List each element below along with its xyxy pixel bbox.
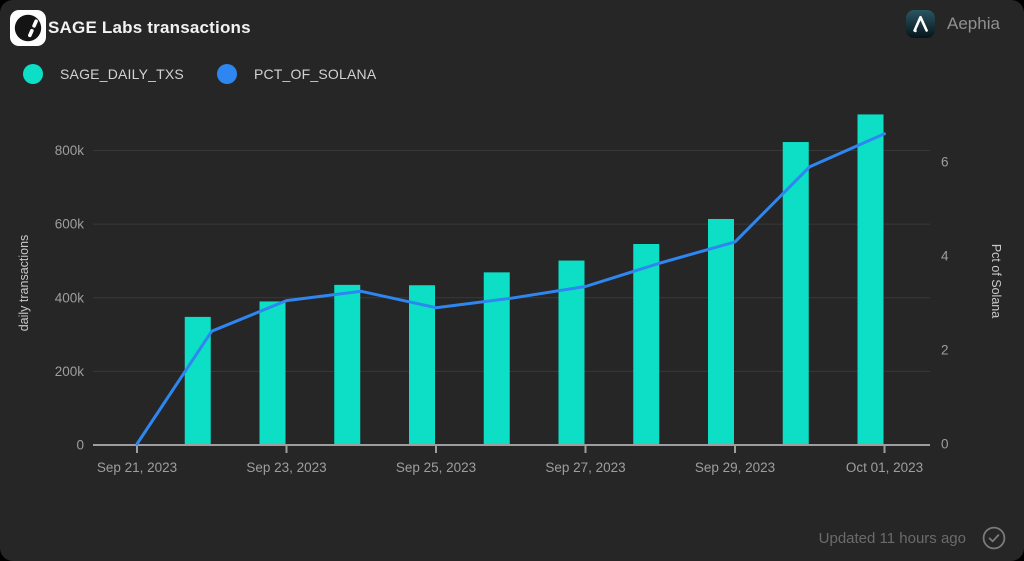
x-axis-tick-label: Sep 21, 2023	[97, 460, 177, 475]
bar[interactable]	[259, 301, 286, 445]
right-axis-tick-label: 6	[941, 155, 949, 170]
right-axis-title: Pct of Solana	[989, 244, 1003, 318]
legend-item-pct-of-solana[interactable]: PCT_OF_SOLANA	[216, 64, 377, 84]
right-axis-tick-label: 2	[941, 343, 949, 358]
legend-label: SAGE_DAILY_TXS	[60, 66, 184, 82]
check-circle-icon[interactable]	[982, 526, 1006, 550]
aephia-logo-icon	[906, 10, 935, 38]
x-axis-tick-label: Sep 25, 2023	[396, 460, 476, 475]
sage-logo-icon	[10, 10, 46, 46]
bar[interactable]	[782, 142, 809, 445]
bar[interactable]	[409, 285, 435, 445]
bar[interactable]	[708, 218, 734, 445]
x-axis-tick-label: Sep 29, 2023	[695, 460, 775, 475]
series-dot-icon	[216, 64, 237, 84]
chart-title: SAGE Labs transactions	[48, 18, 251, 37]
legend: SAGE_DAILY_TXS PCT_OF_SOLANA	[23, 64, 376, 84]
left-axis-tick-label: 600k	[55, 217, 85, 232]
bar[interactable]	[633, 244, 660, 445]
left-axis-tick-label: 200k	[55, 364, 85, 379]
left-axis-tick-label: 400k	[55, 290, 85, 305]
legend-item-sage-daily-txs[interactable]: SAGE_DAILY_TXS	[23, 64, 184, 84]
legend-label: PCT_OF_SOLANA	[253, 66, 377, 82]
x-axis-tick-label: Sep 27, 2023	[545, 460, 625, 475]
right-axis-tick-label: 0	[941, 437, 949, 452]
x-axis-tick-label: Sep 23, 2023	[246, 460, 326, 475]
trend-line[interactable]	[135, 132, 886, 446]
brand-name: Aephia	[947, 14, 1000, 33]
series-dot-icon	[23, 64, 43, 84]
bar[interactable]	[857, 114, 884, 445]
footer: Updated 11 hours ago	[819, 526, 1006, 550]
bar[interactable]	[334, 284, 361, 445]
left-axis-tick-label: 800k	[55, 143, 85, 158]
x-axis-tick-label: Oct 01, 2023	[846, 460, 923, 475]
updated-text: Updated 11 hours ago	[818, 529, 966, 547]
right-axis-tick-label: 4	[941, 249, 949, 264]
left-axis-tick-label: 0	[76, 438, 84, 453]
brand[interactable]: Aephia	[906, 10, 1000, 38]
left-axis-title: daily transactions	[17, 235, 31, 332]
